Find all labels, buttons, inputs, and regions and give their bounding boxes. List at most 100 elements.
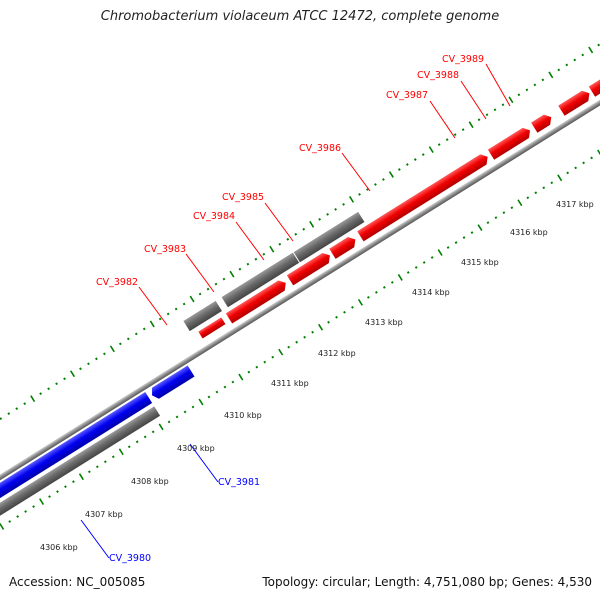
- minor-tick: [565, 63, 569, 67]
- minor-tick: [493, 108, 497, 112]
- minor-tick: [158, 317, 162, 321]
- minor-tick: [462, 236, 466, 239]
- minor-tick: [0, 417, 3, 420]
- major-tick: [437, 249, 443, 256]
- minor-tick: [557, 68, 561, 72]
- major-tick: [229, 270, 235, 278]
- minor-tick: [246, 262, 250, 266]
- minor-tick: [446, 246, 450, 249]
- minor-tick: [263, 360, 267, 364]
- major-tick: [238, 373, 244, 381]
- minor-tick: [32, 505, 35, 508]
- minor-tick: [437, 143, 441, 146]
- scale-label: 4316 kbp: [510, 228, 548, 237]
- minor-tick: [254, 257, 258, 261]
- major-tick: [397, 274, 403, 281]
- minor-tick: [174, 307, 178, 311]
- gene-arrow-cv3980: [0, 391, 153, 510]
- gene-label-cv3987: CV_3987: [386, 90, 428, 101]
- minor-tick: [182, 302, 186, 306]
- scale-label: 4317 kbp: [556, 200, 594, 209]
- minor-tick: [231, 380, 235, 384]
- major-tick: [78, 473, 84, 481]
- major-tick: [30, 395, 36, 403]
- minor-tick: [461, 128, 465, 132]
- major-tick: [428, 146, 434, 153]
- scale-label: 4306 kbp: [40, 543, 78, 552]
- major-tick: [309, 220, 315, 228]
- minor-tick: [453, 133, 457, 137]
- minor-tick: [445, 138, 449, 142]
- minor-tick: [95, 357, 98, 361]
- minor-tick: [223, 385, 227, 389]
- gene-arrow-cv3990: [588, 48, 600, 97]
- minor-tick: [206, 287, 210, 291]
- major-tick: [588, 46, 594, 54]
- minor-tick: [430, 256, 434, 259]
- minor-tick: [343, 310, 346, 314]
- minor-tick: [103, 352, 106, 356]
- minor-tick: [142, 327, 146, 331]
- minor-tick: [382, 178, 385, 181]
- gene-arrow-cv3984: [286, 252, 330, 286]
- reverse-gene-track: [0, 365, 195, 510]
- minor-tick: [64, 485, 67, 489]
- minor-tick: [382, 286, 386, 289]
- minor-tick: [278, 242, 282, 246]
- major-tick: [118, 448, 124, 456]
- major-tick: [348, 196, 355, 203]
- major-tick: [357, 298, 363, 306]
- minor-tick: [87, 362, 90, 366]
- gene-label-cv3982: CV_3982: [96, 277, 138, 288]
- minor-tick: [56, 490, 59, 494]
- minor-tick: [191, 405, 195, 409]
- major-tick: [198, 398, 204, 406]
- minor-tick: [494, 216, 498, 220]
- scale-label: 4307 kbp: [85, 510, 123, 519]
- forward-gene-track: [198, 48, 600, 339]
- minor-tick: [486, 221, 490, 225]
- minor-tick: [79, 367, 82, 371]
- genome-summary-text: Topology: circular; Length: 4,751,080 bp…: [262, 575, 592, 589]
- scale-labels: 4306 kbp 4307 kbp 4308 kbp 4309 kbp 4310…: [40, 200, 594, 552]
- minor-tick: [374, 183, 377, 186]
- accession-text: Accession: NC_005085: [9, 575, 146, 589]
- minor-tick: [367, 295, 370, 299]
- minor-tick: [271, 355, 275, 359]
- minor-tick: [47, 387, 50, 391]
- minor-tick: [542, 186, 546, 190]
- minor-tick: [351, 305, 354, 309]
- minor-tick: [405, 163, 409, 166]
- gene-arrow-cv3988: [531, 114, 552, 133]
- minor-tick: [255, 365, 259, 369]
- minor-tick: [454, 241, 458, 244]
- gene-label-cv3988: CV_3988: [417, 70, 459, 81]
- minor-tick: [470, 231, 474, 234]
- major-tick: [278, 348, 284, 356]
- minor-tick: [7, 412, 11, 415]
- minor-tick: [198, 292, 202, 296]
- gene-arrow-cv3987: [487, 127, 531, 160]
- gene-label-cv3985: CV_3985: [222, 192, 264, 203]
- minor-tick: [287, 345, 291, 349]
- minor-tick: [525, 88, 529, 92]
- minor-tick: [238, 267, 242, 271]
- major-tick: [468, 121, 474, 129]
- minor-tick: [127, 445, 131, 449]
- minor-tick: [302, 227, 306, 231]
- minor-tick: [311, 330, 314, 334]
- minor-tick: [126, 337, 130, 341]
- minor-tick: [183, 410, 187, 414]
- minor-tick: [24, 510, 27, 513]
- gene-arrow-cv3983: [225, 280, 286, 324]
- minor-tick: [581, 53, 585, 57]
- minor-tick: [72, 480, 75, 484]
- minor-tick: [526, 196, 530, 200]
- major-tick: [548, 71, 554, 79]
- minor-tick: [574, 166, 578, 170]
- minor-tick: [342, 203, 345, 206]
- minor-tick: [151, 430, 155, 434]
- minor-tick: [247, 370, 251, 374]
- minor-tick: [597, 43, 600, 47]
- major-tick: [269, 245, 275, 253]
